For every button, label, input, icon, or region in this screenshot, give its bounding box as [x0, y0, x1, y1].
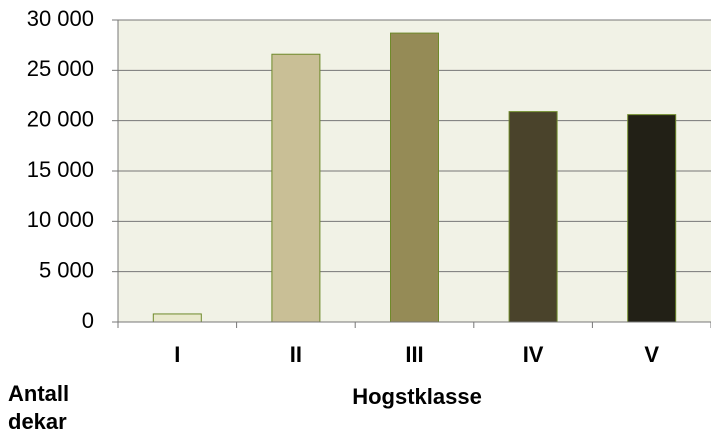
y-tick-label: 5 000 — [39, 257, 94, 282]
bar — [390, 32, 439, 323]
x-tick-label: III — [405, 342, 423, 367]
y-tick-label: 25 000 — [27, 56, 94, 81]
y-tick-label: 10 000 — [27, 207, 94, 232]
x-tick-label: IV — [523, 342, 544, 367]
x-axis-label: Hogstklasse — [352, 384, 482, 409]
bar — [271, 53, 321, 323]
bar — [152, 313, 202, 323]
x-tick-label: II — [290, 342, 302, 367]
bar — [627, 114, 677, 323]
y-axis-label: Antall dekar — [8, 381, 70, 434]
y-tick-label: 15 000 — [27, 157, 94, 182]
y-tick-label: 20 000 — [27, 106, 94, 131]
x-tick-label: V — [644, 342, 659, 367]
bar — [508, 111, 558, 323]
y-tick-label: 0 — [82, 308, 94, 333]
y-tick-label: 30 000 — [27, 6, 94, 31]
x-tick-label: I — [174, 342, 180, 367]
